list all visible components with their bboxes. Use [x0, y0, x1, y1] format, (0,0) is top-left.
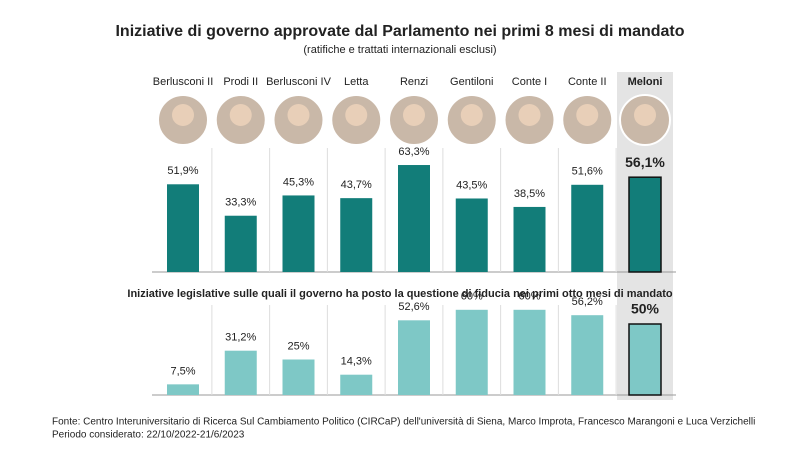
bar	[398, 165, 430, 272]
category-label: Renzi	[400, 76, 428, 88]
bar	[398, 320, 430, 395]
bar	[513, 206, 546, 272]
bar	[628, 323, 662, 396]
bar	[513, 309, 546, 395]
bar	[282, 359, 315, 395]
value-label: 50%	[631, 301, 660, 317]
portrait-head	[634, 104, 656, 126]
portrait-head	[287, 104, 310, 126]
portrait-head	[172, 104, 194, 126]
value-label: 43,7%	[341, 179, 372, 191]
portrait-head	[229, 104, 252, 126]
bar	[224, 350, 257, 395]
value-label: 7,5%	[170, 365, 195, 377]
value-label: 45,3%	[283, 176, 314, 188]
bar	[340, 198, 373, 272]
portrait-head	[518, 104, 541, 126]
value-label: 51,6%	[572, 166, 603, 178]
portrait-head	[576, 104, 599, 126]
bar	[167, 184, 199, 272]
value-label: 51,9%	[167, 165, 198, 177]
bar	[455, 198, 488, 272]
category-label: Prodi II	[223, 76, 258, 88]
category-label: Letta	[344, 76, 369, 88]
value-label: 63,3%	[398, 146, 429, 158]
portrait-head	[403, 104, 425, 126]
portrait-head	[345, 104, 368, 126]
bar	[167, 384, 199, 395]
value-label: 56,1%	[625, 154, 665, 170]
period-note: Periodo considerato: 22/10/2022-21/6/202…	[52, 430, 245, 441]
category-label: Meloni	[628, 76, 663, 88]
value-label: 60%	[518, 291, 540, 303]
value-label: 33,3%	[225, 197, 256, 209]
category-label: Conte I	[512, 76, 547, 88]
bar	[340, 374, 373, 395]
bar	[571, 184, 604, 272]
category-label: Gentiloni	[450, 76, 493, 88]
category-label: Conte II	[568, 76, 607, 88]
bar	[224, 215, 257, 272]
source-note: Fonte: Centro Interuniversitario di Rice…	[52, 417, 755, 428]
value-label: 38,5%	[514, 188, 545, 200]
value-label: 43,5%	[456, 179, 487, 191]
plot: Berlusconi II Prodi II Berlusconi IV Letta R…	[152, 76, 676, 396]
value-label: 25%	[287, 340, 309, 352]
portrait-head	[460, 104, 483, 126]
category-label: Berlusconi IV	[266, 76, 331, 88]
bar	[455, 309, 488, 395]
chart-subtitle: (ratifiche e trattati internazionali esc…	[303, 44, 496, 56]
chart-title: Iniziative di governo approvate dal Parl…	[115, 23, 684, 40]
bar	[628, 176, 662, 273]
value-label: 56,2%	[572, 296, 603, 308]
value-label: 31,2%	[225, 332, 256, 344]
value-label: 14,3%	[341, 356, 372, 368]
category-label: Berlusconi II	[153, 76, 214, 88]
bar	[571, 315, 604, 395]
value-label: 52,6%	[398, 301, 429, 313]
value-label: 60%	[461, 291, 483, 303]
panel-title: Iniziative legislative sulle quali il go…	[127, 288, 672, 300]
bar	[282, 195, 315, 272]
